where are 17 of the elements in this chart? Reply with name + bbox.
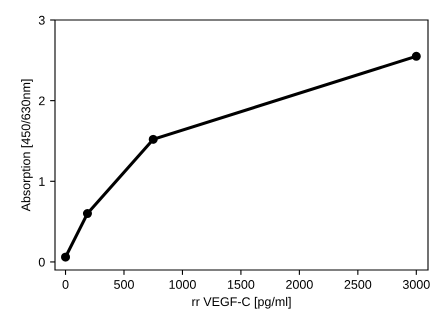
y-tick-label: 3 [38,16,45,25]
x-tick-label: 1000 [170,280,196,289]
y-axis-title: Absorption [450/630nm] [21,80,33,212]
point [412,52,421,61]
point [61,252,70,262]
x-axis-title: rr VEGF-C [pg/ml] [192,296,291,309]
y-tick-label: 1 [39,177,45,186]
x-tick-label: 2000 [286,280,313,289]
x-tick-label: 1500 [228,280,254,289]
point [148,134,158,144]
y-tick-label: 0 [38,258,45,267]
x-tick-label: 2500 [344,280,372,289]
x-tick-label: 500 [114,280,134,289]
y-tick-label: 2 [38,96,45,106]
x-tick-label: 3000 [402,280,430,289]
x-tick-label: 0 [62,280,69,289]
point [82,209,92,218]
